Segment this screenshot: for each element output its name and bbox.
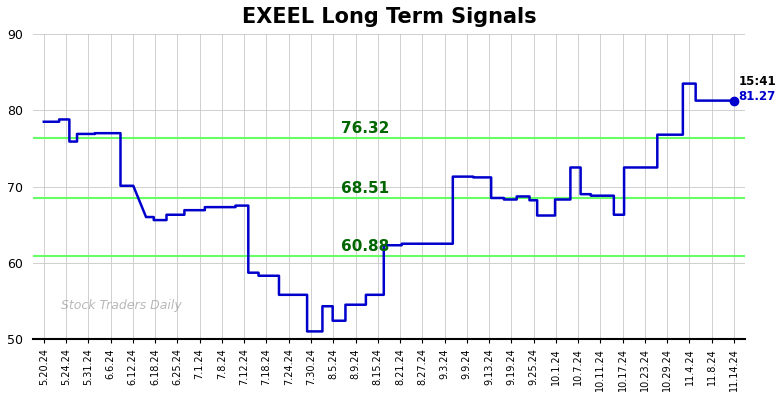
- Text: 60.88: 60.88: [340, 239, 389, 254]
- Text: 76.32: 76.32: [340, 121, 389, 136]
- Title: EXEEL Long Term Signals: EXEEL Long Term Signals: [241, 7, 536, 27]
- Text: 68.51: 68.51: [340, 181, 389, 195]
- Text: 81.27: 81.27: [739, 90, 775, 103]
- Text: 15:41: 15:41: [739, 75, 776, 88]
- Text: Stock Traders Daily: Stock Traders Daily: [61, 298, 182, 312]
